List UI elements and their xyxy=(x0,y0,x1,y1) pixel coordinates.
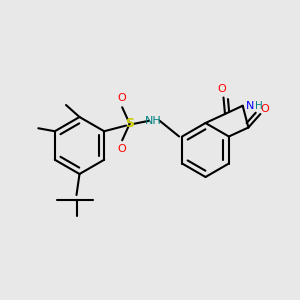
Text: N: N xyxy=(246,101,254,111)
Text: O: O xyxy=(118,144,127,154)
Text: O: O xyxy=(260,104,269,115)
Text: O: O xyxy=(218,84,226,94)
Text: H: H xyxy=(255,101,262,111)
Text: O: O xyxy=(118,93,127,103)
Text: S: S xyxy=(125,117,134,130)
Text: NH: NH xyxy=(145,116,162,126)
